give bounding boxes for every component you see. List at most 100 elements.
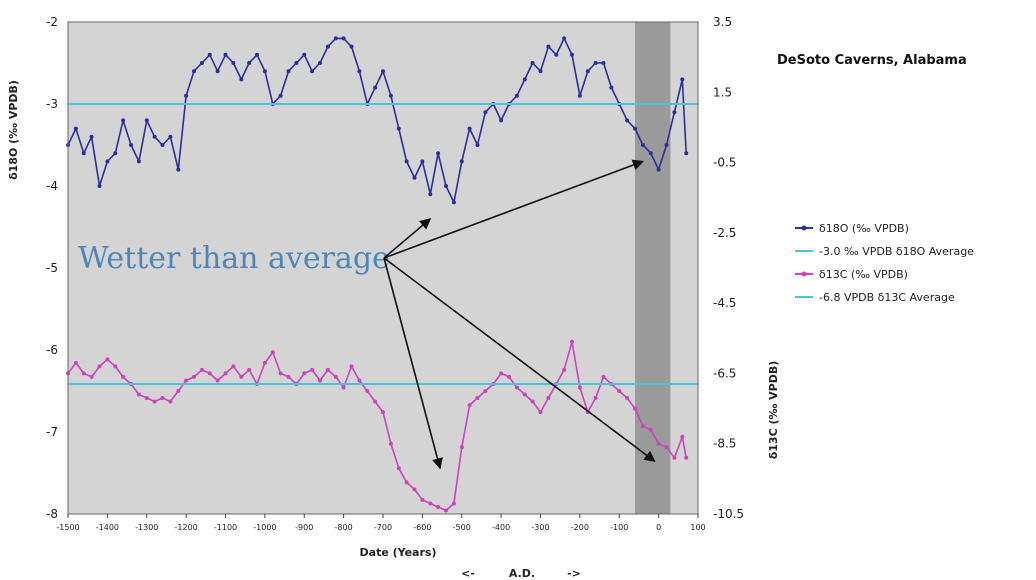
data-point-s0-77	[672, 110, 677, 115]
y-right-tick-label-6: -8.5	[713, 437, 736, 451]
data-point-s2-6	[113, 364, 118, 369]
data-point-s0-68	[601, 61, 606, 65]
data-point-s2-75	[656, 441, 661, 446]
x-tick-label-2: -1300	[135, 523, 158, 532]
annotation-arrow-1	[383, 159, 644, 259]
data-point-s2-14	[176, 389, 181, 393]
x-sublabel-mid: A.D.	[509, 567, 535, 580]
data-point-s2-59	[530, 399, 535, 404]
y-axis-right-title: δ13C (‰ VPDB)	[767, 361, 780, 460]
data-point-s0-34	[333, 36, 338, 41]
data-point-s0-21	[231, 61, 236, 65]
data-point-s2-78	[680, 434, 685, 439]
data-point-s0-37	[357, 69, 362, 74]
legend-label-1: -3.0 ‰ VPDB δ18O Average	[819, 245, 974, 258]
annotations: Wetter than average	[78, 159, 656, 470]
data-point-s2-53	[483, 389, 488, 393]
data-point-s0-39	[373, 85, 378, 90]
data-point-s0-2	[81, 151, 86, 156]
data-point-s0-69	[609, 85, 614, 90]
data-point-s0-45	[420, 159, 425, 164]
data-point-s2-65	[577, 385, 582, 390]
data-point-s2-21	[231, 364, 236, 369]
data-point-s2-64	[570, 339, 574, 344]
data-point-s2-17	[199, 367, 204, 372]
x-axis-sublabel: <- A.D. ->	[461, 567, 581, 580]
x-tick-label-7: -800	[335, 523, 353, 532]
data-point-s2-3	[89, 374, 94, 379]
data-point-s0-50	[459, 159, 464, 164]
shaded-band	[635, 22, 671, 514]
data-point-s0-51	[467, 126, 472, 131]
x-tick-label-10: -500	[453, 523, 471, 532]
data-point-s0-1	[73, 126, 78, 131]
data-point-s0-36	[349, 44, 354, 49]
data-point-s0-48	[444, 184, 448, 188]
data-point-s0-63	[562, 36, 567, 41]
data-point-s2-50	[459, 445, 464, 450]
data-point-s2-60	[538, 410, 543, 415]
data-point-s0-33	[325, 44, 330, 49]
data-point-s0-32	[318, 61, 322, 65]
data-point-s0-53	[483, 110, 488, 115]
y-left-tick-label-2: -4	[46, 179, 58, 193]
annotation-arrow-3	[383, 257, 656, 462]
data-point-s0-20	[223, 52, 228, 57]
y-right-tick-label-4: -4.5	[713, 296, 736, 310]
data-point-s0-41	[388, 93, 393, 98]
data-point-s2-67	[593, 396, 598, 400]
data-point-s0-74	[648, 151, 653, 156]
y-right-tick-label-7: -10.5	[713, 507, 744, 521]
data-point-s2-76	[664, 445, 669, 450]
data-point-s0-4	[97, 184, 102, 188]
data-point-s2-49	[451, 501, 456, 506]
data-point-s2-48	[444, 508, 448, 513]
x-tick-label-5: -1000	[253, 523, 276, 532]
y-axis-left-title: δ18O (‰ VPDB)	[7, 80, 20, 180]
legend-label-2: δ13C (‰ VPDB)	[819, 268, 908, 281]
data-point-s2-15	[184, 378, 189, 383]
y-left-tick-label-3: -5	[46, 261, 58, 275]
data-point-s2-77	[672, 455, 677, 460]
data-point-s0-61	[546, 44, 551, 49]
data-point-s0-72	[633, 126, 637, 131]
data-point-s0-22	[239, 77, 244, 82]
x-tick-label-13: -200	[571, 523, 589, 532]
y-left-tick-label-1: -3	[46, 97, 58, 111]
data-point-s2-18	[207, 371, 212, 376]
data-point-s0-40	[381, 69, 385, 74]
data-point-s0-46	[428, 192, 433, 197]
x-tick-label-12: -300	[531, 523, 549, 532]
data-point-s2-57	[514, 385, 519, 390]
data-point-s0-73	[640, 143, 645, 147]
data-point-s2-73	[640, 424, 645, 429]
data-point-s2-13	[168, 399, 173, 404]
data-point-s2-51	[467, 403, 472, 408]
x-axis-title: Date (Years)	[360, 546, 437, 559]
data-point-s2-43	[404, 480, 409, 485]
data-point-s0-3	[89, 134, 94, 139]
data-point-s0-75	[656, 167, 661, 172]
data-point-s2-40	[381, 410, 385, 415]
x-tick-label-8: -700	[374, 523, 392, 532]
data-point-s2-37	[357, 378, 362, 383]
data-point-s0-25	[262, 69, 267, 74]
data-point-s2-26	[270, 350, 275, 355]
data-point-s2-36	[349, 364, 354, 369]
x-tick-label-15: 0	[656, 523, 661, 532]
data-point-s0-28	[286, 69, 291, 74]
annotation-arrow-2	[383, 257, 443, 470]
data-point-s2-4	[97, 364, 102, 369]
data-point-s2-46	[428, 501, 433, 506]
x-tick-label-3: -1200	[175, 523, 198, 532]
x-tick-label-9: -600	[413, 523, 431, 532]
x-tick-label-1: -1400	[96, 523, 119, 532]
data-point-s0-78	[680, 77, 685, 82]
y-left-tick-label-6: -8	[46, 507, 58, 521]
data-point-s0-7	[121, 118, 126, 123]
data-point-s0-62	[554, 52, 559, 57]
data-point-s0-27	[278, 93, 283, 98]
legend-label-0: δ18O (‰ VPDB)	[819, 222, 909, 235]
data-point-s2-58	[522, 392, 527, 397]
